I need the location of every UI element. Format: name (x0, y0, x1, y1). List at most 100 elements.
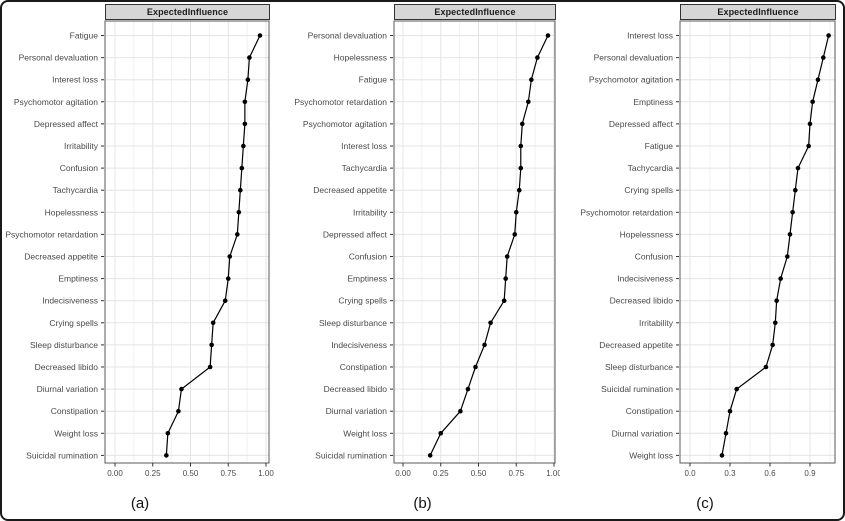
data-point (438, 431, 444, 436)
data-point (512, 232, 518, 237)
x-tick-label: 0.00 (395, 469, 411, 478)
data-point (257, 33, 263, 38)
x-tick-label: 0.0 (684, 469, 696, 478)
x-tick-label: 0.3 (724, 469, 736, 478)
category-label: Hopelessness (45, 207, 98, 217)
category-label: Irritability (64, 141, 99, 151)
data-point (427, 453, 433, 458)
category-label: Interest loss (627, 31, 673, 41)
category-label: Suicidal rumination (26, 450, 98, 460)
data-point (790, 210, 795, 215)
category-label: Psychomotor retardation (580, 207, 673, 217)
category-label: Weight loss (629, 450, 673, 460)
category-label: Depressed affect (34, 119, 99, 129)
facet-b-caption: (b) (413, 495, 432, 512)
panel-background (680, 21, 835, 463)
data-point (763, 364, 769, 370)
category-label: Tachycardia (53, 185, 99, 195)
data-line (165, 35, 261, 456)
data-point (513, 210, 519, 215)
category-label: Psychomotor retardation (5, 229, 98, 239)
category-label: Suicidal rumination (315, 450, 387, 460)
facet-c-strip: ExpectedInfluence (680, 4, 836, 20)
data-point (526, 99, 531, 105)
data-point (176, 408, 181, 414)
category-label: Constipation (626, 406, 674, 416)
category-label: Tachycardia (342, 163, 388, 173)
data-point (247, 55, 252, 60)
category-label: Crying spells (49, 318, 98, 328)
data-point (164, 453, 169, 458)
category-label: Confusion (60, 163, 99, 173)
data-point (165, 431, 171, 436)
x-tick-label: 0.6 (764, 469, 776, 478)
data-point (488, 320, 493, 326)
category-label: Fatigue (70, 31, 99, 41)
facet-a-chart: Fatigue Personal devaluation Interest loss… (5, 20, 274, 478)
data-point (778, 276, 783, 281)
data-point (826, 33, 831, 38)
data-point (503, 276, 508, 281)
panel-background (105, 21, 269, 463)
data-point (727, 408, 733, 414)
panel-border (393, 20, 556, 464)
category-label: Interest loss (52, 75, 98, 85)
facet-c-strip-title: ExpectedInfluence (717, 7, 799, 17)
category-label: Suicidal rumination (601, 384, 673, 394)
x-tick-label: 0.75 (508, 469, 524, 478)
facet-b-strip: ExpectedInfluence (394, 4, 556, 20)
category-label: Personal devaluation (19, 53, 99, 63)
facet-c-chart: Interest loss Personal devaluation Psychom… (580, 20, 836, 478)
facet-a-strip: ExpectedInfluence (105, 4, 270, 20)
category-label: Depressed affect (609, 119, 674, 129)
category-label: Irritability (353, 207, 388, 217)
category-label: Indecisiveness (42, 296, 98, 306)
data-point (222, 298, 228, 304)
category-label: Decreased appetite (599, 340, 673, 350)
category-label: Sleep disturbance (319, 318, 387, 328)
category-label: Crying spells (624, 185, 673, 195)
data-point (806, 143, 811, 149)
category-label: Interest loss (341, 141, 387, 151)
data-point (518, 143, 524, 149)
category-label: Indecisiveness (617, 274, 673, 284)
data-point (482, 342, 487, 348)
x-tick-label: 0.00 (107, 469, 123, 478)
category-label: Decreased libido (35, 362, 99, 372)
category-label: Depressed affect (323, 229, 388, 239)
data-point (815, 77, 821, 82)
x-tick-label: 0.50 (471, 469, 487, 478)
facet-b-strip-title: ExpectedInfluence (434, 7, 516, 17)
facet-a-strip-title: ExpectedInfluence (146, 7, 229, 17)
category-label: Constipation (340, 362, 388, 372)
x-tick-label: 0.25 (145, 469, 161, 478)
category-label: Hopelessness (620, 229, 673, 239)
data-point (227, 254, 233, 259)
x-tick-label: 1.00 (258, 469, 274, 478)
data-point (245, 77, 251, 82)
category-label: Psychomotor retardation (294, 97, 387, 107)
category-label: Fatigue (645, 141, 674, 151)
category-label: Psychomotor agitation (589, 75, 673, 85)
category-label: Personal devaluation (594, 53, 674, 63)
category-label: Diurnal variation (612, 428, 674, 438)
data-point (535, 55, 540, 60)
data-point (518, 165, 524, 171)
category-label: Fatigue (359, 75, 388, 85)
x-tick-label: 0.50 (183, 469, 199, 478)
x-tick-label: 0.75 (220, 469, 236, 478)
data-point (770, 342, 775, 348)
category-label: Crying spells (338, 296, 387, 306)
data-point (785, 254, 790, 259)
data-point (810, 99, 815, 105)
category-label: Diurnal variation (326, 406, 388, 416)
x-tick-label: 1.00 (546, 469, 560, 478)
data-point (242, 99, 248, 105)
category-label: Emptiness (58, 274, 98, 284)
category-label: Decreased libido (610, 296, 674, 306)
category-label: Irritability (639, 318, 674, 328)
data-point (734, 386, 739, 392)
data-point (210, 320, 216, 326)
data-point (458, 408, 463, 414)
